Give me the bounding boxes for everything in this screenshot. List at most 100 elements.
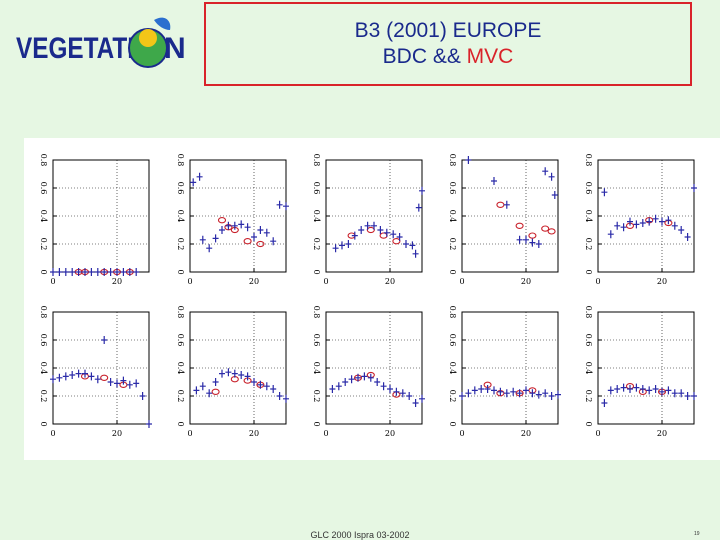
bdc-point [361,372,368,381]
page-number: 19 [694,531,700,537]
bdc-point [484,385,491,393]
bdc-point [219,369,225,378]
y-tick-label: 0.8 [176,154,185,167]
y-tick-label: 0 [39,421,48,426]
bdc-point [620,383,627,392]
bdc-point [607,230,614,239]
bdc-point [82,268,88,276]
bdc-point [358,226,365,234]
bdc-point [387,385,393,393]
title-line-2-prefix: BDC && [382,45,467,68]
bdc-point [529,238,536,247]
y-tick-label: 0.2 [39,238,48,251]
y-tick-label: 0.2 [176,238,185,251]
bdc-point [409,241,416,250]
y-tick-label: 0 [176,421,185,426]
bdc-point [126,380,133,389]
x-tick-label: 20 [112,429,122,438]
mvc-point [366,226,375,234]
mvc-point [547,228,556,235]
bdc-point [542,389,549,398]
mvc-point [515,222,524,229]
y-tick-label: 0.2 [312,238,321,251]
bdc-point [665,386,672,395]
bdc-point [348,375,355,384]
y-tick-label: 0.4 [312,210,321,223]
bdc-point [371,221,377,230]
y-tick-label: 0.8 [176,306,185,319]
y-tick-label: 0.4 [176,210,185,223]
bdc-point [257,226,264,234]
bdc-point [684,392,691,400]
bdc-point [342,378,349,386]
bdc-point [212,378,219,386]
bdc-point [88,372,95,381]
y-tick-label: 0.8 [448,154,457,167]
y-tick-label: 0.8 [584,306,593,319]
mvc-point [528,232,537,239]
x-tick-label: 20 [112,277,122,286]
y-tick-label: 0.2 [176,390,185,403]
bdc-point [503,389,510,398]
bdc-point [529,389,536,398]
bdc-point [101,336,108,344]
y-tick-label: 0.4 [176,362,185,375]
bdc-point [146,420,152,428]
logo-sun-icon [139,29,157,47]
title-box: B3 (2001) EUROPE BDC && MVC [204,2,692,86]
bdc-point [345,240,352,248]
bdc-point [114,268,120,276]
mvc-point [243,238,252,245]
bdc-point [133,379,140,388]
bdc-point [75,369,82,378]
bdc-point [659,217,665,226]
y-tick-label: 0 [448,421,457,426]
bdc-point [415,203,422,212]
bdc-point [380,382,387,391]
bdc-point [614,221,621,230]
bdc-point [199,235,206,244]
y-tick-label: 0.4 [312,362,321,375]
bdc-point [69,371,76,379]
bdc-point [652,385,659,393]
y-tick-label: 0 [312,421,321,426]
y-tick-label: 0 [39,269,48,274]
bdc-point [69,268,76,276]
bdc-point [551,191,558,199]
x-tick-label: 0 [595,429,600,438]
bdc-point [497,387,504,396]
bdc-point [548,172,555,181]
bdc-point [107,378,114,386]
bdc-point [244,223,251,232]
bdc-point [238,220,245,229]
bdc-point [339,241,345,250]
y-tick-label: 0.6 [176,334,185,347]
x-tick-label: 0 [459,429,464,438]
bdc-point [206,389,213,398]
bdc-point [88,268,95,276]
bdc-point [190,178,197,187]
bdc-point [355,373,361,382]
bdc-point [56,268,63,276]
x-tick-label: 0 [187,277,192,286]
y-tick-label: 0.6 [39,182,48,195]
y-tick-label: 0.2 [312,390,321,403]
y-tick-label: 0.8 [584,154,593,167]
mvc-point [211,388,220,395]
bdc-point [251,233,257,241]
bdc-point [332,244,339,253]
bdc-point [231,221,238,230]
bdc-point [50,375,56,384]
bdc-point [377,226,384,234]
bdc-point [374,378,381,386]
y-tick-label: 0.2 [39,390,48,403]
y-tick-label: 0.8 [39,306,48,319]
mvc-point [496,201,505,208]
bdc-point [101,268,108,276]
bdc-point [133,268,140,276]
bdc-point [646,217,653,226]
y-tick-label: 0.8 [448,306,457,319]
bdc-point [82,369,88,378]
title-line-1: B3 (2001) EUROPE [354,19,542,42]
y-tick-label: 0.6 [584,334,593,347]
